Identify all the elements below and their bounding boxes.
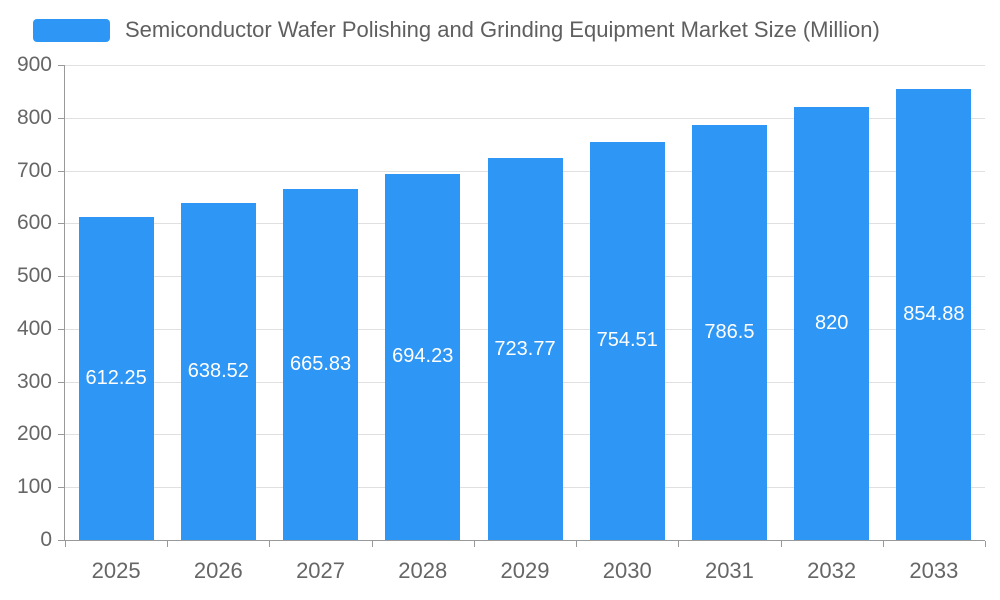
x-axis-tick [678,541,680,547]
legend-swatch-icon [33,18,110,42]
x-axis-tick-label: 2027 [296,558,346,583]
bar-2029[interactable]: 723.77 [487,158,563,540]
x-axis-tick-label: 2025 [91,558,141,583]
bar-value-label: 638.52 [187,360,249,382]
x-axis-tick [882,541,884,547]
bar-2027[interactable]: 665.83 [283,188,359,540]
gridline [65,65,985,66]
x-axis-tick-label: 2029 [500,558,550,583]
y-axis-tick-label: 800 [16,105,52,129]
plot-area: 0 100 200 300 400 500 600 700 800 900 612.25 2025 63… [17,53,986,583]
y-axis-tick-label: 0 [40,528,52,551]
bar-value-label: 786.5 [704,320,755,343]
y-axis-tick-label: 500 [16,264,52,288]
gridline [65,117,985,119]
y-axis-tick [58,487,64,489]
x-axis-tick [576,541,578,547]
y-axis-tick-label: 700 [16,158,52,182]
y-axis-tick [58,65,64,66]
bar-2028[interactable]: 694.23 [385,173,461,540]
bar-2030[interactable]: 754.51 [589,141,665,540]
y-axis-tick-label: 200 [16,422,52,446]
bar-value-label: 820 [814,312,849,335]
x-axis-tick-label: 2030 [602,558,652,583]
y-axis-tick [58,276,64,278]
x-axis-tick-label: 2033 [909,558,959,583]
bar-2033[interactable]: 854.88 [896,88,972,540]
bar-value-label: 665.83 [289,352,352,375]
x-axis-tick-label: 2031 [704,558,754,583]
y-axis-tick-label: 400 [16,316,52,340]
y-axis-tick-label: 100 [16,475,52,499]
x-axis-tick [65,541,66,547]
bar-2026[interactable]: 638.52 [180,203,256,540]
chart-legend[interactable]: Semiconductor Wafer Polishing and Grindi… [33,17,880,43]
y-axis-tick [58,434,64,436]
x-axis-tick-label: 2032 [807,558,857,583]
x-axis-tick [269,541,271,547]
y-axis-line [64,65,65,540]
y-axis-tick-label: 300 [16,369,52,393]
y-axis-tick-label: 600 [16,211,52,235]
x-axis-tick [167,541,169,547]
bar-value-label: 754.51 [596,329,658,352]
bar-2031[interactable]: 786.5 [691,124,767,540]
x-axis-tick [473,541,475,547]
y-axis-tick [58,381,64,383]
bar-value-label: 723.77 [494,337,556,360]
y-axis-tick-label: 900 [16,53,52,76]
x-axis-tick [371,541,373,547]
x-axis-tick-label: 2028 [398,558,448,583]
bar-2032[interactable]: 820 [794,107,870,540]
y-axis-tick [58,328,64,330]
bar-value-label: 694.23 [392,345,454,368]
y-axis-tick [58,117,64,119]
bar-value-label: 854.88 [903,302,965,325]
bar-2025[interactable]: 612.25 [78,216,154,540]
x-axis-line [58,540,985,541]
chart-title: Semiconductor Wafer Polishing and Grindi… [125,17,880,42]
y-axis-tick [58,170,64,172]
x-axis-tick [985,541,986,547]
x-axis-tick [780,541,782,547]
bar-value-label: 612.25 [85,366,147,389]
x-axis-tick-label: 2026 [193,558,243,583]
y-axis-tick [58,223,64,225]
